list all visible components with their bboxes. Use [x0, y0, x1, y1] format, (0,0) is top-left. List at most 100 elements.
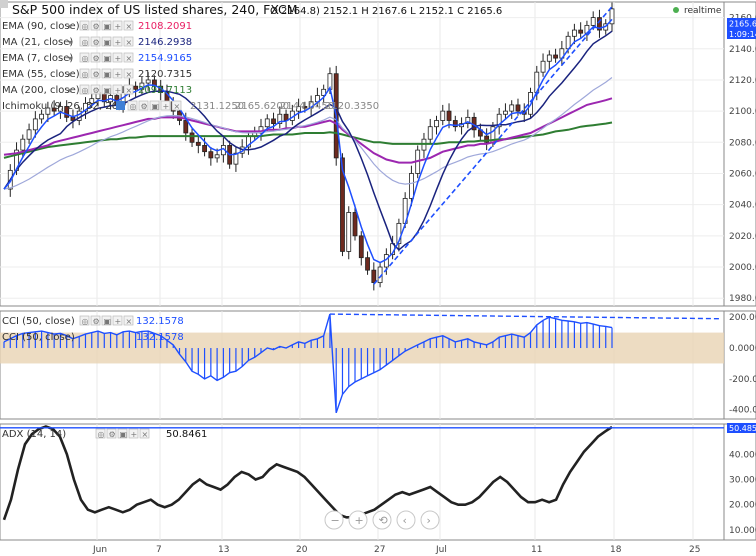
close-icon[interactable]: × [123, 20, 134, 31]
zoom-in-icon[interactable]: + [348, 510, 368, 530]
lock-icon[interactable]: ▣ [101, 84, 112, 95]
adx-tick: 40.000 [729, 450, 756, 460]
cci-legend[interactable]: CCI (50, close) 132.1578 CCI (50, close)… [2, 315, 184, 343]
svg-text:▣: ▣ [120, 430, 128, 439]
svg-text:◎: ◎ [130, 102, 137, 111]
indicator-label: MA (200, close) [2, 85, 80, 96]
svg-text:+: + [115, 317, 122, 326]
candle-body [302, 106, 308, 109]
scroll-left-icon[interactable]: ‹ [396, 510, 416, 530]
dropdown-arrow-icon[interactable]: ▾ [68, 86, 72, 95]
candle-body [145, 79, 151, 84]
settings-icon[interactable]: ⚙ [90, 84, 101, 95]
lock-icon[interactable]: ▣ [117, 428, 128, 439]
close-icon[interactable]: × [123, 36, 134, 47]
countdown-badge [727, 29, 756, 39]
candle-body [83, 102, 88, 112]
candle-body [39, 113, 45, 120]
cci-plot[interactable] [0, 313, 724, 414]
eye-icon[interactable]: ◎ [79, 84, 90, 95]
svg-text:⚙: ⚙ [93, 54, 100, 63]
ichimoku-eye-icon[interactable] [116, 101, 125, 110]
cci-axis[interactable]: -400.00 -200.00 0.0000 200.00 [729, 313, 756, 416]
lock-icon[interactable]: ▣ [101, 315, 112, 326]
adx-plot[interactable] [0, 425, 724, 521]
settings-icon[interactable]: ⚙ [138, 100, 149, 111]
candle-body [296, 106, 301, 112]
close-icon[interactable]: × [123, 84, 134, 95]
close-icon[interactable]: × [139, 428, 150, 439]
eye-icon[interactable]: ◎ [127, 100, 138, 111]
indicator-value: 2108.2091 [138, 21, 192, 32]
eye-icon[interactable]: ◎ [79, 315, 90, 326]
eye-icon[interactable]: ◎ [79, 68, 90, 79]
add-icon[interactable]: + [112, 20, 123, 31]
scroll-right-icon[interactable]: › [420, 510, 440, 530]
add-icon[interactable]: + [112, 84, 123, 95]
lock-icon[interactable]: ▣ [101, 20, 112, 31]
cci-trendline[interactable] [329, 313, 721, 320]
dropdown-arrow-icon[interactable]: ▾ [68, 22, 72, 31]
svg-text:+: + [163, 102, 170, 111]
candle-body [396, 222, 402, 245]
time-axis[interactable]: Jun 7 13 20 27 Jul 11 18 25 [92, 545, 700, 555]
close-icon[interactable]: × [171, 100, 182, 111]
settings-icon[interactable]: ⚙ [90, 36, 101, 47]
add-icon[interactable]: + [112, 36, 123, 47]
support-trendline[interactable] [373, 6, 613, 285]
candle-body [484, 135, 490, 143]
close-icon[interactable]: × [123, 52, 134, 63]
svg-text:+: + [355, 514, 364, 527]
svg-text:+: + [115, 22, 122, 31]
settings-icon[interactable]: ⚙ [90, 315, 101, 326]
cci-value-2: 132.1578 [136, 332, 184, 343]
candle-body [340, 157, 345, 252]
candle-body [553, 54, 558, 59]
adx-legend[interactable]: ADX (14, 14) 50.8461 ◎ ⚙ ▣ + × 50.485 [2, 423, 756, 440]
last-price-text: 2165.6 [729, 20, 756, 29]
candle-body [64, 106, 70, 118]
price-plot[interactable] [3, 2, 615, 291]
svg-text:×: × [126, 86, 133, 95]
close-icon[interactable]: × [123, 68, 134, 79]
candle-body [409, 173, 414, 199]
svg-text:›: › [427, 514, 431, 527]
eye-icon[interactable]: ◎ [79, 52, 90, 63]
settings-icon[interactable]: ⚙ [90, 68, 101, 79]
dropdown-arrow-icon[interactable]: ▾ [68, 70, 72, 79]
adx-value: 50.8461 [166, 429, 207, 440]
add-icon[interactable]: + [112, 52, 123, 63]
settings-icon[interactable]: ⚙ [90, 52, 101, 63]
chart-navigation[interactable]: − + ⟲ ‹ › [324, 510, 440, 530]
add-icon[interactable]: + [160, 100, 171, 111]
eye-icon[interactable]: ◎ [95, 428, 106, 439]
time-tick: 20 [296, 545, 308, 555]
lock-icon[interactable]: ▣ [101, 68, 112, 79]
add-icon[interactable]: + [128, 428, 139, 439]
cci-label-1: CCI (50, close) [2, 316, 75, 327]
indicator-label: EMA (90, close) [2, 21, 80, 32]
add-icon[interactable]: + [112, 68, 123, 79]
eye-icon[interactable]: ◎ [79, 20, 90, 31]
lock-icon[interactable]: ▣ [149, 100, 160, 111]
settings-icon[interactable]: ⚙ [106, 428, 117, 439]
candle-body [503, 110, 508, 115]
svg-text:+: + [131, 430, 138, 439]
lock-icon[interactable]: ▣ [101, 36, 112, 47]
adx-label: ADX (14, 14) [2, 429, 66, 440]
zoom-out-icon[interactable]: − [324, 510, 344, 530]
close-icon[interactable]: × [123, 315, 134, 326]
lock-icon[interactable]: ▣ [101, 52, 112, 63]
settings-icon[interactable]: ⚙ [90, 20, 101, 31]
svg-text:⚙: ⚙ [141, 102, 148, 111]
add-icon[interactable]: + [112, 315, 123, 326]
price-axis[interactable]: 1980.0 2000.0 2020.0 2040.0 2060.0 2080.0 2100… [729, 14, 756, 305]
dropdown-arrow-icon[interactable]: ▾ [68, 38, 72, 47]
dropdown-arrow-icon[interactable]: ▾ [68, 54, 72, 63]
eye-icon[interactable]: ◎ [79, 36, 90, 47]
time-tick: Jul [435, 545, 447, 555]
reset-icon[interactable]: ⟲ [372, 510, 392, 530]
